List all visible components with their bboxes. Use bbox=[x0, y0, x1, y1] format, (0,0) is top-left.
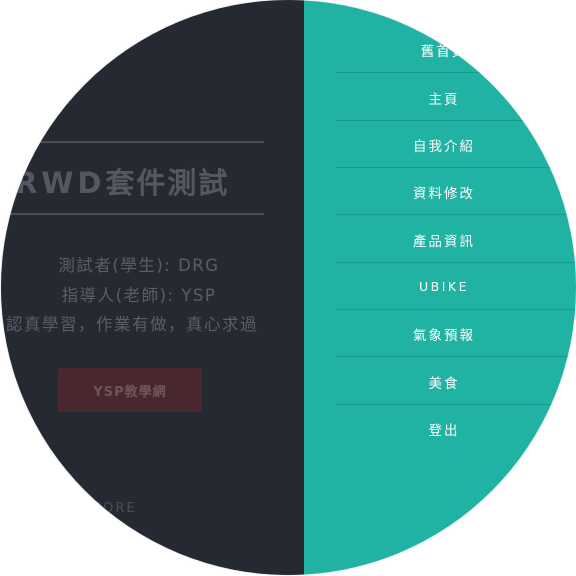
nav-item-food[interactable]: 美食 bbox=[336, 358, 576, 405]
nav-item-label: 氣象預報 bbox=[413, 327, 475, 344]
nav-item-label: 美食 bbox=[428, 375, 460, 392]
nav-item-about[interactable]: 自我介紹 bbox=[336, 121, 576, 168]
nav-item-label: UBIKE bbox=[418, 279, 469, 294]
page-title-latin: RWD bbox=[15, 166, 106, 200]
tester-line: 測試者(學生): DRG bbox=[58, 256, 220, 275]
nav-item-label: 產品資訊 bbox=[413, 233, 475, 250]
nav-divider bbox=[336, 356, 576, 357]
page-title-cjk: 套件測試 bbox=[105, 166, 230, 200]
nav-item-edit-profile[interactable]: 資料修改 bbox=[336, 168, 576, 215]
nav-item-logout[interactable]: 登出 bbox=[336, 405, 576, 452]
learn-more-link[interactable]: RN MORE bbox=[61, 501, 261, 516]
hero-bottom-rule bbox=[1, 213, 264, 215]
menu-open-overlay[interactable] bbox=[1, 0, 304, 575]
ysp-teaching-site-button[interactable]: YSP教學網 bbox=[58, 368, 202, 412]
nav-item-home[interactable]: 主頁 bbox=[336, 74, 576, 121]
nav-item-label: 舊首頁 bbox=[420, 43, 468, 60]
nav-divider bbox=[336, 167, 576, 168]
side-nav-menu: 舊首頁 主頁 自我介紹 資料修改 產品資訊 UBIKE 氣象預報 美食 登出 bbox=[304, 0, 576, 575]
nav-item-old-home[interactable]: 舊首頁 bbox=[336, 26, 576, 73]
nav-divider bbox=[336, 309, 576, 310]
nav-divider bbox=[336, 404, 576, 405]
nav-item-label: 主頁 bbox=[428, 91, 460, 108]
hero-top-rule bbox=[1, 141, 264, 143]
nav-divider bbox=[336, 214, 576, 215]
page-title: RWD套件測試 bbox=[15, 160, 305, 204]
hero-section: RWD套件測試 測試者(學生): DRG 指導人(老師): YSP 認真學習，作… bbox=[1, 0, 304, 575]
advisor-line: 指導人(老師): YSP bbox=[61, 286, 217, 305]
nav-item-ubike[interactable]: UBIKE bbox=[336, 263, 576, 310]
nav-item-label: 登出 bbox=[428, 422, 460, 439]
nav-item-products[interactable]: 產品資訊 bbox=[336, 216, 576, 263]
nav-divider bbox=[336, 262, 576, 263]
motto-line: 認真學習，作業有做，真心求過 bbox=[6, 315, 258, 334]
nav-divider bbox=[336, 120, 576, 121]
nav-item-weather[interactable]: 氣象預報 bbox=[336, 310, 576, 357]
nav-item-label: 自我介紹 bbox=[413, 138, 475, 155]
nav-divider bbox=[336, 72, 576, 73]
learn-more-label: RN MORE bbox=[61, 501, 137, 516]
nav-item-label: 資料修改 bbox=[413, 185, 475, 202]
